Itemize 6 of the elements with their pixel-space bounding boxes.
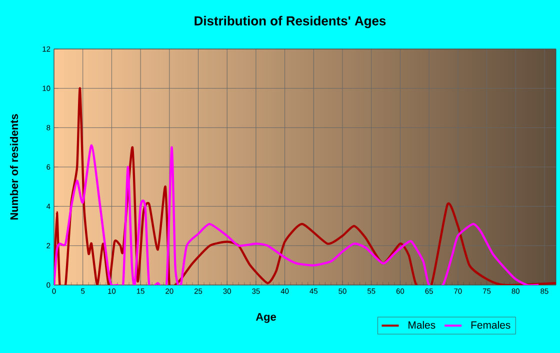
line-series bbox=[54, 144, 540, 285]
y-axis-title: Number of residents bbox=[10, 114, 18, 220]
chart-title: Distribution of Residents' Ages bbox=[194, 16, 386, 28]
legend-label: Males bbox=[408, 321, 436, 329]
legend-label: Females bbox=[471, 321, 510, 329]
x-axis-title: Age bbox=[256, 313, 276, 323]
